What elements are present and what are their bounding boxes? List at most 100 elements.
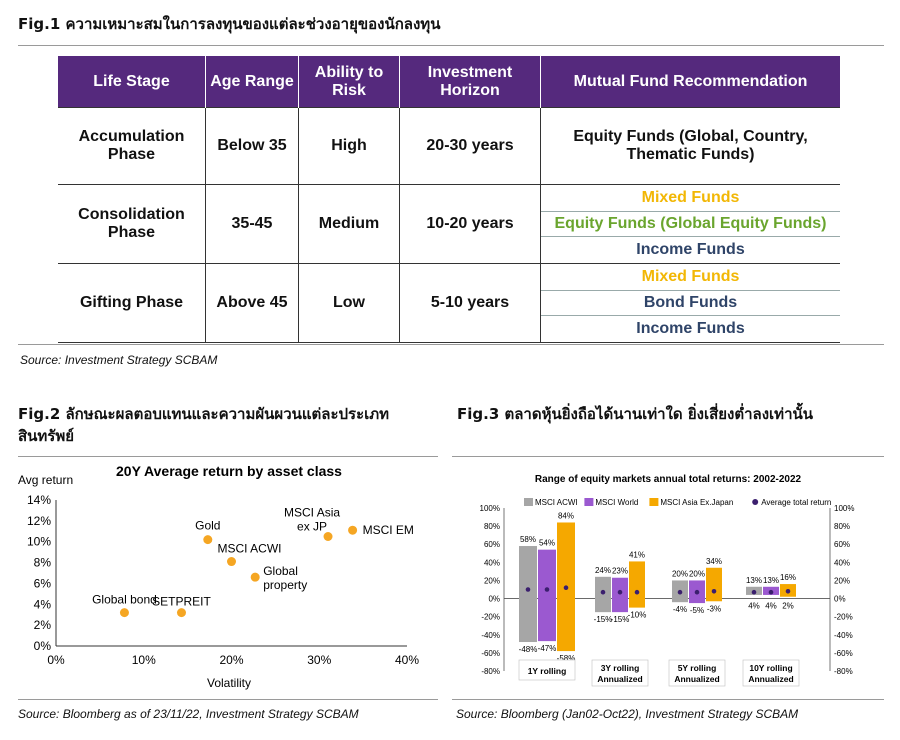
table-row: Accumulation Phase Below 35 High 20-30 y…: [58, 107, 840, 185]
legend-label: MSCI World: [595, 498, 638, 507]
fig1-bottom-divider: [18, 344, 884, 345]
max-label: 13%: [763, 576, 779, 585]
age-range-cell: 35-45: [205, 184, 299, 264]
y-tick-label-left: 80%: [484, 522, 500, 531]
min-label: -5%: [690, 606, 704, 615]
range-bar: [629, 561, 645, 608]
y-tick-label-left: 20%: [484, 576, 500, 585]
x-tick-label: 40%: [395, 653, 419, 667]
table-row: Consolidation Phase 35-45 Medium 10-20 y…: [58, 184, 840, 264]
fund-item: Income Funds: [636, 240, 745, 258]
scatter-point: [176, 608, 186, 618]
category-box: [668, 659, 726, 687]
average-marker: [525, 587, 531, 592]
fund-stack-cell: Mixed Funds Equity Funds (Global Equity …: [540, 184, 840, 264]
category-label: 5Y rolling Annualized: [674, 663, 719, 684]
min-label: 4%: [748, 602, 760, 611]
average-marker: [563, 585, 569, 590]
range-bar-chart: Range of equity markets annual total ret…: [480, 474, 854, 687]
max-label: 20%: [672, 569, 688, 578]
legend-swatch: [584, 498, 594, 506]
legend-swatch: [649, 498, 659, 506]
scatter-chart: 20Y Average return by asset class Avg re…: [18, 463, 419, 690]
y-tick-label: 8%: [34, 556, 52, 570]
average-marker: [711, 589, 717, 594]
average-marker: [677, 589, 683, 595]
min-label: -47%: [538, 644, 557, 653]
legend-label: MSCI Asia Ex.Japan: [660, 498, 733, 507]
min-label: -58%: [557, 654, 576, 663]
header-fund-recommendation: Mutual Fund Recommendation: [540, 56, 840, 108]
y-tick-label: 2%: [34, 618, 52, 632]
category-label: 10Y rolling Annualized: [748, 663, 793, 684]
life-stage-cell: Consolidation Phase: [58, 184, 206, 264]
y-tick-label: 0%: [34, 639, 52, 653]
point-label: Gold: [195, 519, 220, 533]
fund-item: Income Funds: [636, 319, 745, 337]
age-range-cell: Below 35: [205, 107, 299, 185]
min-label: -4%: [673, 605, 687, 614]
header-life-stage: Life Stage: [58, 56, 206, 108]
y-tick-label-right: 0%: [834, 595, 846, 604]
max-label: 20%: [689, 569, 705, 578]
y-tick-label-left: -60%: [481, 649, 500, 658]
y-tick-label-left: 100%: [480, 504, 500, 513]
table-row: Gifting Phase Above 45 Low 5-10 years Mi…: [58, 263, 840, 343]
y-tick-label: 4%: [34, 597, 52, 611]
fig3-bottom-divider: [452, 699, 884, 700]
header-investment-horizon: Investment Horizon: [399, 56, 541, 108]
y-tick-label-left: 40%: [484, 558, 500, 567]
scatter-point: [203, 535, 213, 545]
risk-cell: High: [298, 107, 400, 185]
age-range-cell: Above 45: [205, 263, 299, 343]
legend-label: MSCI ACWI: [535, 498, 578, 507]
category-box: [591, 659, 649, 687]
category-box: [518, 659, 576, 681]
fig2-divider: [18, 456, 438, 457]
average-marker: [785, 589, 791, 594]
range-bar: [519, 546, 537, 643]
x-axis-label: Volatility: [207, 676, 251, 690]
x-tick-label: 20%: [219, 653, 243, 667]
point-label: Global bond: [92, 593, 157, 607]
x-tick-label: 30%: [307, 653, 331, 667]
horizon-cell: 10-20 years: [399, 184, 541, 264]
average-marker: [600, 589, 606, 595]
min-label: 2%: [782, 602, 794, 611]
fund-item: Mixed Funds: [541, 186, 840, 212]
point-label: MSCI Asia ex JP: [284, 506, 340, 534]
max-label: 16%: [780, 573, 796, 582]
max-label: 13%: [746, 576, 762, 585]
header-age-range: Age Range: [205, 56, 299, 108]
y-tick-label-right: -20%: [834, 613, 853, 622]
fig1-divider: [18, 45, 884, 46]
y-tick-label-right: -60%: [834, 649, 853, 658]
fund-item: Equity Funds (Global Equity Funds): [541, 212, 840, 238]
average-marker: [768, 589, 774, 595]
fig2-source: Source: Bloomberg as of 23/11/22, Invest…: [18, 707, 359, 721]
min-label: -3%: [707, 604, 721, 613]
y-tick-label-left: -40%: [481, 631, 500, 640]
range-bar: [612, 577, 628, 613]
max-label: 24%: [595, 566, 611, 575]
y-tick-label: 12%: [27, 514, 51, 528]
header-ability-risk: Ability to Risk: [298, 56, 400, 108]
fig3-title: Fig.3 ตลาดหุ้นยิ่งถือได้นานเท่าใด ยิ่งเส…: [457, 405, 814, 423]
fig3-source: Source: Bloomberg (Jan02-Oct22), Investm…: [456, 707, 799, 721]
average-marker: [617, 589, 623, 595]
max-label: 34%: [706, 557, 722, 566]
fund-item: Bond Funds: [541, 291, 840, 317]
category-box: [742, 659, 800, 687]
y-tick-label-left: 60%: [484, 540, 500, 549]
risk-cell: Low: [298, 263, 400, 343]
max-label: 58%: [520, 535, 536, 544]
y-tick-label-right: 80%: [834, 522, 850, 531]
scatter-point: [119, 608, 129, 618]
category-label: 3Y rolling Annualized: [597, 663, 642, 684]
min-label: 4%: [765, 602, 777, 611]
y-tick-label-left: -20%: [481, 613, 500, 622]
x-tick-label: 0%: [47, 653, 65, 667]
fig1-source: Source: Investment Strategy SCBAM: [20, 353, 218, 367]
y-tick-label-right: 100%: [834, 504, 854, 513]
point-label: MSCI EM: [363, 523, 414, 537]
